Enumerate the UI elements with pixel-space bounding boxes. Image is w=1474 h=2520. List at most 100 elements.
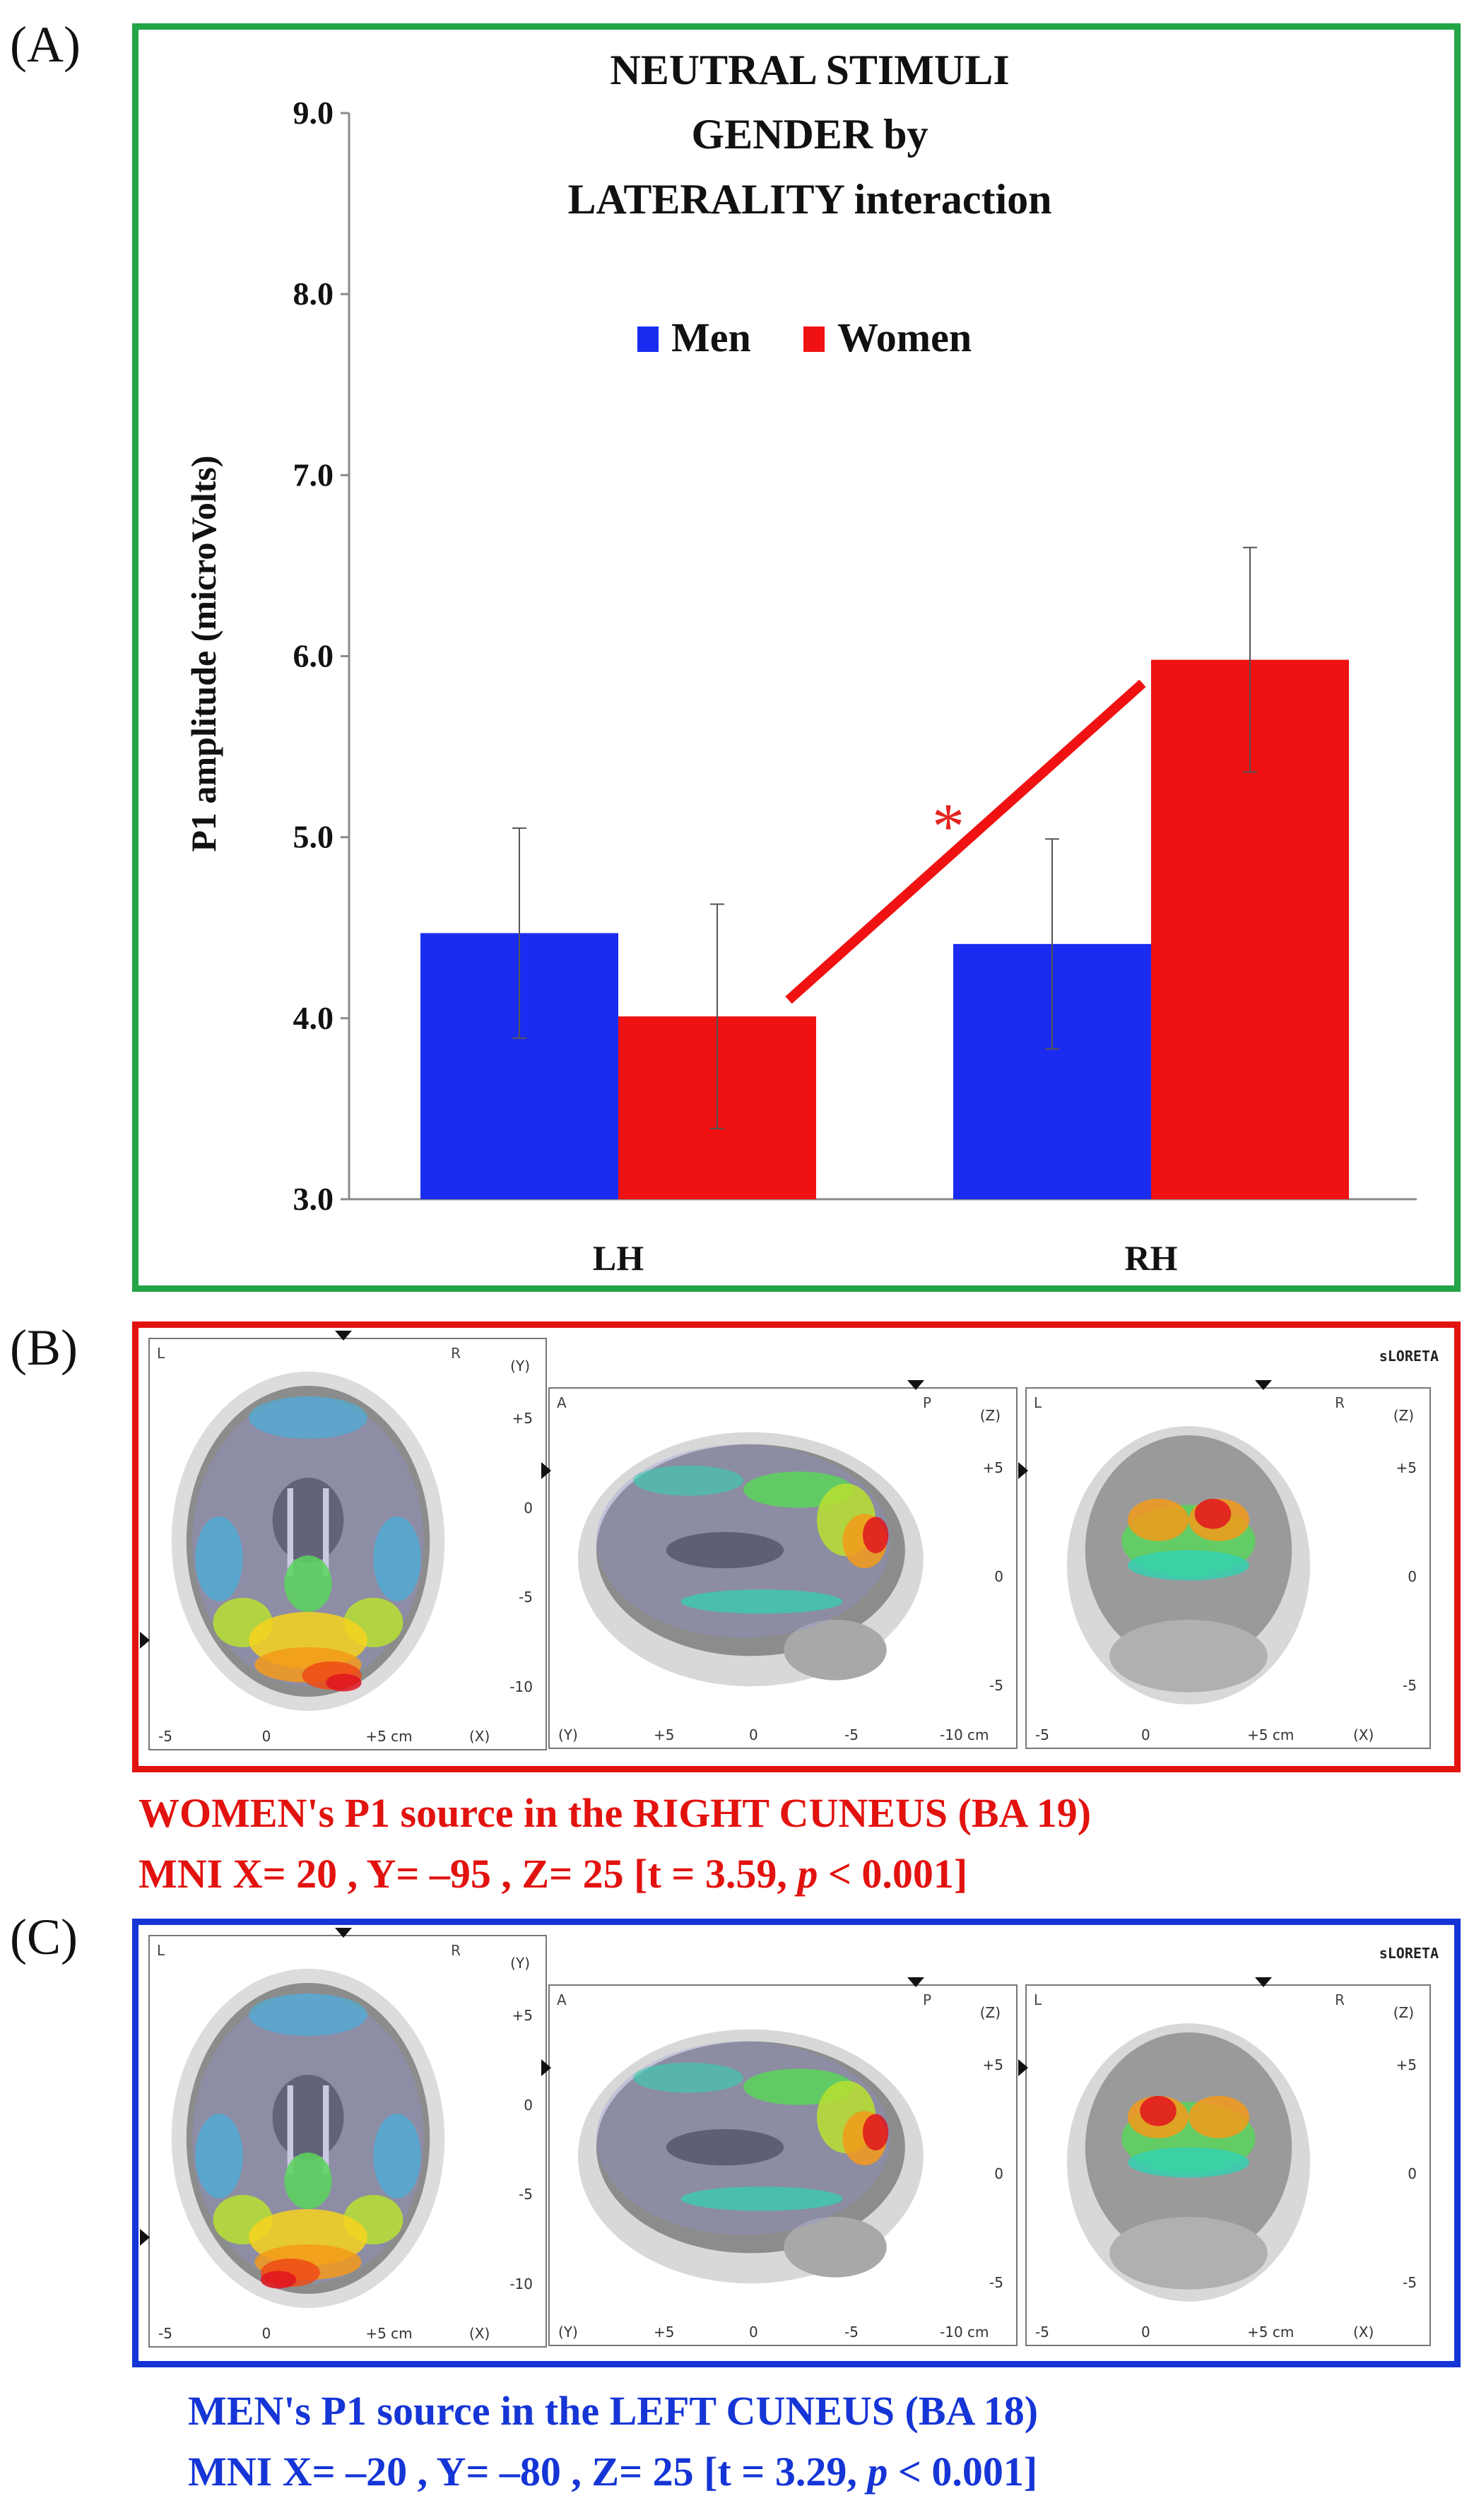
activation-blob <box>195 2114 243 2198</box>
sagittal-view: A P (Z) +5 0 -5 (Y) +5 0 -5 -10 cm <box>548 1387 1018 1749</box>
y-tick-label: 8.0 <box>293 276 334 312</box>
y-tick-label: 6.0 <box>293 638 334 674</box>
view-axis-label: (Z) <box>979 2004 1001 2021</box>
view-left-label: A <box>557 1991 567 2008</box>
activation-blob <box>633 1465 743 1496</box>
activation-blob <box>373 1517 421 1601</box>
internal-capsule <box>287 2085 293 2174</box>
corpus-callosum <box>666 1531 784 1569</box>
view-left-label: L <box>1034 1991 1042 2008</box>
view-right-label: P <box>922 1394 931 1411</box>
cursor-marker-side <box>1018 2059 1028 2076</box>
y-tick-label: 5.0 <box>293 819 334 855</box>
cursor-marker-top <box>335 1928 352 1938</box>
coronal-view: L R (Z) +5 0 -5 -5 0 +5 cm (X) <box>1025 1387 1431 1749</box>
view-axis-label: (Z) <box>1393 1407 1414 1424</box>
view-left-label: A <box>557 1394 567 1411</box>
x-tick-label-lh: LH <box>593 1238 644 1278</box>
panel-label-b: (B) <box>10 1319 78 1376</box>
horizontal-tick-label: 0 <box>261 2325 271 2342</box>
vertical-tick-label: 0 <box>994 1568 1003 1585</box>
vertical-tick-label: +5 <box>1396 2056 1417 2073</box>
horizontal-tick-label: 0 <box>749 2324 758 2341</box>
view-right-label: P <box>922 1991 931 2008</box>
vertical-tick-label: -5 <box>519 1589 533 1606</box>
axial-view: L R (Y) +5 0 -5 -10 -5 0 +5 cm (X) <box>148 1935 547 2348</box>
coronal-brain-image <box>1067 1426 1310 1704</box>
caption-c-line2-end: < 0.001] <box>888 2449 1038 2495</box>
panel-b-frame: sLORETA L R (Y) +5 0 -5 -10 -5 0 +5 cm (X) A P (Z) +5 0 -… <box>132 1321 1461 1772</box>
cerebellum-shape <box>784 2217 887 2278</box>
activation-blob <box>373 2114 421 2198</box>
vertical-tick-label: 0 <box>1408 1568 1417 1585</box>
horizontal-tick-label: (X) <box>469 1728 490 1745</box>
vertical-tick-label: 0 <box>1408 2165 1417 2182</box>
caption-b-line2-end: < 0.001] <box>818 1851 968 1897</box>
cursor-marker-side <box>140 1632 150 1649</box>
caption-b-line1: WOMEN's P1 source in the RIGHT CUNEUS (B… <box>138 1790 1092 1836</box>
view-right-label: R <box>451 1345 461 1362</box>
panel-a-frame <box>132 23 1461 1292</box>
axial-brain-image <box>171 1969 445 2308</box>
activation-blob <box>680 1589 843 1614</box>
view-axis-label: (Y) <box>510 1955 530 1972</box>
significance-line <box>785 679 1146 1004</box>
horizontal-tick-label: -5 <box>844 2324 859 2341</box>
cursor-marker-side <box>140 2229 150 2246</box>
horizontal-tick-label: (X) <box>1353 1726 1374 1743</box>
horizontal-tick-label: +5 <box>654 1726 675 1743</box>
sagittal-brain-image <box>578 1432 924 1687</box>
y-tick-label: 9.0 <box>293 95 334 131</box>
bar-chart: 3.0 4.0 5.0 6.0 7.0 8.0 9.0 P1 amplitude (micro… <box>184 47 1417 1278</box>
vertical-tick-label: +5 <box>512 1410 533 1427</box>
horizontal-tick-label: 0 <box>261 1728 271 1745</box>
view-left-label: L <box>157 1942 165 1959</box>
caption-c-line2: MNI X= –20 , Y= –80 , Z= 25 [t = 3.29, p… <box>188 2448 1037 2495</box>
y-tick-label: 3.0 <box>293 1181 334 1217</box>
activation-blob <box>1194 1498 1232 1529</box>
sloreta-label: sLORETA <box>1379 1945 1439 1962</box>
activation-blob <box>1189 2095 1249 2138</box>
cursor-marker-side <box>541 1462 551 1479</box>
vertical-tick-label: -5 <box>519 2186 533 2203</box>
vertical-tick-label: -10 <box>509 1678 533 1695</box>
vertical-tick-label: -10 <box>509 2275 533 2292</box>
horizontal-tick-label: -5 <box>158 1728 172 1745</box>
horizontal-tick-label: +5 cm <box>365 2325 413 2342</box>
axial-brain-image <box>171 1372 445 1711</box>
activation-blob <box>1128 1498 1189 1541</box>
horizontal-tick-label: +5 cm <box>365 1728 413 1745</box>
view-axis-label: (Z) <box>1393 2004 1414 2021</box>
vertical-tick-label: +5 <box>982 1459 1003 1476</box>
sagittal-view: A P (Z) +5 0 -5 (Y) +5 0 -5 -10 cm <box>548 1984 1018 2346</box>
y-tick-label: 4.0 <box>293 1000 334 1036</box>
view-axis-label: (Y) <box>510 1358 530 1374</box>
cursor-marker-top <box>907 1380 924 1390</box>
vertical-tick-label: +5 <box>982 2056 1003 2073</box>
activation-blob <box>1140 2095 1177 2126</box>
vertical-tick-label: 0 <box>524 2096 533 2114</box>
horizontal-tick-label: -5 <box>844 1726 859 1743</box>
chart-title-line: LATERALITY interaction <box>567 176 1051 223</box>
horizontal-tick-label: -10 cm <box>940 1726 989 1743</box>
legend-label-women: Women <box>837 314 972 360</box>
vertical-tick-label: 0 <box>524 1499 533 1517</box>
activation-blob <box>284 2153 332 2209</box>
caption-b-p: p <box>797 1851 818 1897</box>
sloreta-label: sLORETA <box>1379 1348 1439 1365</box>
cursor-marker-top <box>907 1977 924 1987</box>
cursor-marker-side <box>541 2059 551 2076</box>
activation-blob <box>633 2062 743 2093</box>
panel-label-a: (A) <box>10 16 81 73</box>
activation-blob <box>680 2186 843 2211</box>
internal-capsule <box>323 1488 329 1577</box>
activation-blob <box>249 1994 367 2036</box>
vertical-tick-label: +5 <box>512 2007 533 2024</box>
cerebellum-shape <box>784 1620 887 1680</box>
coronal-view: L R (Z) +5 0 -5 -5 0 +5 cm (X) <box>1025 1984 1431 2346</box>
caption-b-line2-main: MNI X= 20 , Y= –95 , Z= 25 [t = 3.59, <box>138 1851 798 1897</box>
horizontal-tick-label: (X) <box>1353 2324 1374 2341</box>
cerebellum-shape <box>1109 1620 1268 1692</box>
vertical-tick-label: 0 <box>994 2165 1003 2182</box>
cursor-marker-side <box>1018 1462 1028 1479</box>
